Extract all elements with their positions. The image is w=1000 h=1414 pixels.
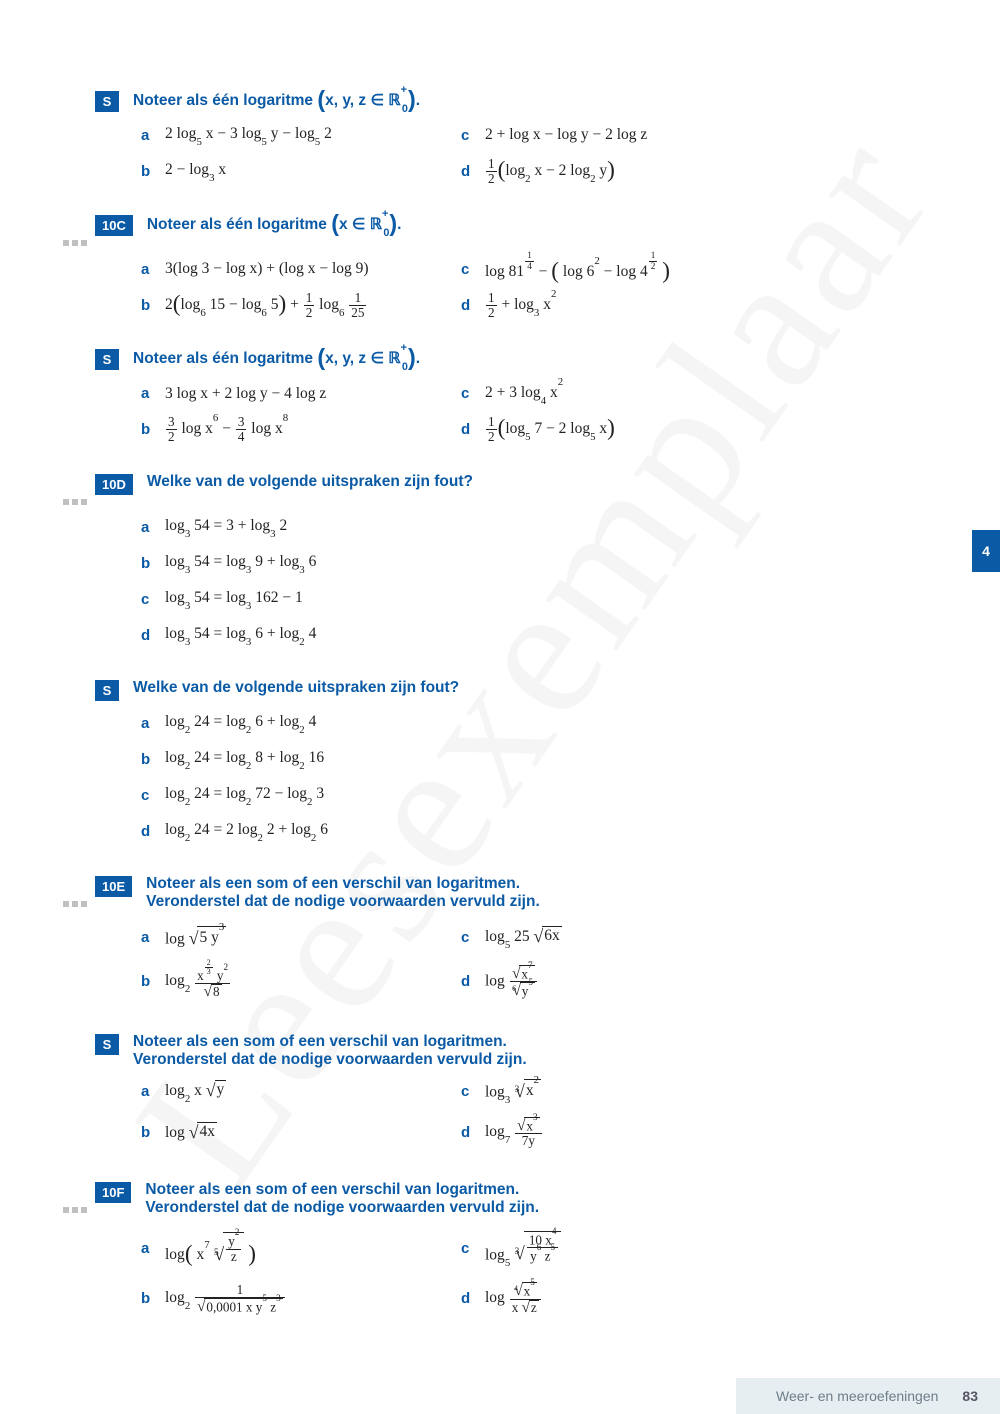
item-label: d: [461, 1124, 485, 1141]
exercise-10e: 10E Noteer als een som of een verschil v…: [95, 875, 905, 1005]
badge-s: S: [95, 91, 119, 112]
difficulty-dots: [63, 499, 133, 505]
badge-s: S: [95, 349, 119, 370]
exercise-heading: Noteer als een som of een verschil van l…: [146, 875, 540, 893]
exercise-subheading: Veronderstel dat de nodige voorwaarden v…: [145, 1199, 539, 1217]
math-expr: 3 log x + 2 log y − 4 log z: [165, 385, 326, 403]
item-label: b: [141, 1124, 165, 1141]
item-label: a: [141, 127, 165, 144]
exercise-heading: Noteer als een som of een verschil van l…: [133, 1033, 527, 1051]
exercise-heading: Noteer als een som of een verschil van l…: [145, 1181, 539, 1199]
difficulty-dots: [63, 1207, 131, 1213]
math-expr: 2 + log x − log y − 2 log z: [485, 126, 647, 144]
difficulty-dots: [63, 240, 133, 246]
badge-10c: 10C: [95, 215, 133, 236]
item-label: d: [461, 421, 485, 438]
math-expr: log5 3√10 x4y6 z5: [485, 1231, 561, 1267]
exercise-s2: S Noteer als één logaritme (x, y, z ∈ ℝ+…: [95, 348, 905, 444]
math-expr: log 8114 − ( log 62 − log 412 ): [485, 257, 670, 281]
exercise-heading: Noteer als één logaritme (x, y, z ∈ ℝ+0)…: [133, 90, 420, 112]
math-expr: log √4x: [165, 1122, 217, 1142]
item-label: d: [461, 973, 485, 990]
exercise-s1: S Noteer als één logaritme (x, y, z ∈ ℝ+…: [95, 90, 905, 186]
item-label: a: [141, 929, 165, 946]
exercise-10d: 10D Welke van de volgende uitspraken zij…: [95, 473, 905, 651]
math-expr: 3(log 3 − log x) + (log x − log 9): [165, 260, 369, 278]
exercise-heading: Welke van de volgende uitspraken zijn fo…: [133, 679, 459, 697]
item-label: d: [141, 627, 165, 644]
math-expr: log3 54 = 3 + log3 2: [165, 517, 287, 537]
math-expr: log5 25 √6x: [485, 926, 562, 948]
item-label: b: [141, 555, 165, 572]
exercise-10c: 10C Noteer als één logaritme (x ∈ ℝ+0). …: [95, 214, 905, 320]
math-expr: log( x7 5√y2z ): [165, 1232, 256, 1264]
math-expr: log3 54 = log3 6 + log2 4: [165, 625, 316, 645]
exercise-heading: Noteer als één logaritme (x, y, z ∈ ℝ+0)…: [133, 348, 420, 370]
item-label: a: [141, 385, 165, 402]
math-expr: 2 + 3 log4 x2: [485, 382, 563, 404]
math-expr: log2 1√0,0001 x y5 z3: [165, 1283, 286, 1314]
item-label: b: [141, 1290, 165, 1307]
item-label: c: [141, 591, 165, 608]
item-label: c: [461, 385, 485, 402]
item-label: d: [461, 1290, 485, 1307]
exercise-s3: S Welke van de volgende uitspraken zijn …: [95, 679, 905, 847]
item-label: c: [461, 1240, 485, 1257]
math-expr: log √5 y3: [165, 926, 226, 948]
math-expr: 32 log x6 − 34 log x8: [165, 415, 288, 444]
item-label: c: [461, 929, 485, 946]
math-expr: log2 24 = log2 6 + log2 4: [165, 713, 316, 733]
exercise-s4: S Noteer als een som of een verschil van…: [95, 1033, 905, 1153]
item-label: c: [461, 127, 485, 144]
badge-10d: 10D: [95, 474, 133, 495]
item-label: c: [461, 261, 485, 278]
item-label: a: [141, 261, 165, 278]
exercise-heading: Noteer als één logaritme (x ∈ ℝ+0).: [147, 214, 402, 236]
math-expr: log2 24 = log2 8 + log2 16: [165, 749, 324, 769]
math-expr: log2 x √y: [165, 1080, 226, 1102]
math-expr: log2 x23 y2√8: [165, 964, 231, 999]
exercise-subheading: Veronderstel dat de nodige voorwaarden v…: [133, 1051, 527, 1069]
math-expr: 2(log6 15 − log6 5) + 12 log6 125: [165, 291, 367, 320]
badge-10e: 10E: [95, 876, 132, 897]
badge-10f: 10F: [95, 1182, 131, 1203]
math-expr: log2 24 = 2 log2 2 + log2 6: [165, 821, 328, 841]
badge-s: S: [95, 1034, 119, 1055]
math-expr: log 4√x5x √z: [485, 1282, 542, 1314]
math-expr: 12 + log3 x2: [485, 291, 556, 320]
item-label: a: [141, 1240, 165, 1257]
item-label: b: [141, 421, 165, 438]
item-label: b: [141, 751, 165, 768]
math-expr: log3 3√x2: [485, 1079, 541, 1103]
item-label: a: [141, 715, 165, 732]
math-expr: 12(log5 7 − 2 log5 x): [485, 415, 615, 444]
exercise-subheading: Veronderstel dat de nodige voorwaarden v…: [146, 893, 540, 911]
math-expr: log7 √x37y: [485, 1117, 543, 1148]
math-expr: log √x76√y5: [485, 965, 538, 998]
difficulty-dots: [63, 901, 132, 907]
math-expr: log3 54 = log3 162 − 1: [165, 589, 303, 609]
item-label: d: [461, 163, 485, 180]
badge-s: S: [95, 680, 119, 701]
page-content: S Noteer als één logaritme (x, y, z ∈ ℝ+…: [0, 0, 1000, 1409]
exercise-heading: Welke van de volgende uitspraken zijn fo…: [147, 473, 473, 491]
math-expr: 2 − log3 x: [165, 161, 226, 181]
math-expr: 2 log5 x − 3 log5 y − log5 2: [165, 125, 332, 145]
item-label: a: [141, 1083, 165, 1100]
item-label: b: [141, 297, 165, 314]
item-label: d: [461, 297, 485, 314]
item-label: a: [141, 519, 165, 536]
math-expr: 12(log2 x − 2 log2 y): [485, 157, 615, 186]
exercise-10f: 10F Noteer als een som of een verschil v…: [95, 1181, 905, 1321]
item-label: c: [461, 1083, 485, 1100]
item-label: b: [141, 973, 165, 990]
math-expr: log3 54 = log3 9 + log3 6: [165, 553, 316, 573]
item-label: c: [141, 787, 165, 804]
item-label: d: [141, 823, 165, 840]
math-expr: log2 24 = log2 72 − log2 3: [165, 785, 324, 805]
item-label: b: [141, 163, 165, 180]
